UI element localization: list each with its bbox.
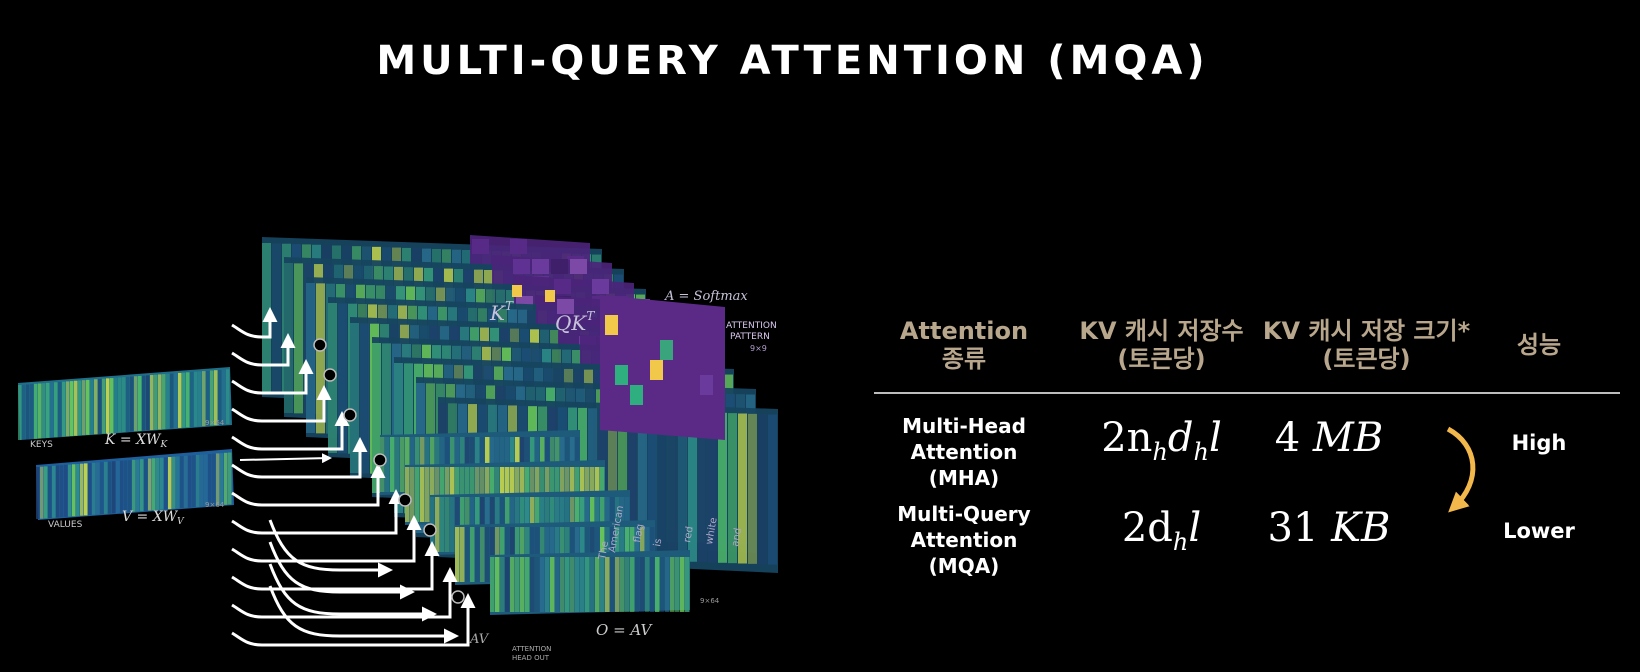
token-label: white [704, 517, 720, 546]
values-matrix: VALUES V = XWV 9×64 [36, 449, 234, 530]
o-label: O = AV [596, 621, 653, 639]
token-label: The [597, 540, 611, 561]
row-performance: High [1511, 431, 1567, 455]
table-row: Multi-Query Attention (MQA) 2dhl 31 KB L… [874, 493, 1620, 578]
row-cache-size: 4 MB [1274, 415, 1384, 461]
keys-formula: K = XWK [104, 432, 168, 450]
attention-comparison-table: Attention 종류 KV 캐시 저장수 (토큰당) KV 캐시 저장 크기… [874, 305, 1620, 578]
pattern-label-2: PATTERN [730, 332, 770, 342]
keys-label: KEYS [30, 440, 53, 450]
row-performance: Lower [1503, 519, 1575, 543]
row-cache-size: 31 KB [1267, 505, 1391, 551]
header-divider [874, 392, 1620, 394]
attention-heads-diagram: KEYS K = XWK 9×64 VALUES V = XWV 9×64 KT… [18, 235, 778, 662]
header-kv-cache-size: KV 캐시 저장 크기* (토큰당) [1262, 317, 1471, 373]
header-attention-type: Attention 종류 [899, 317, 1029, 373]
qkt-label: QKT [555, 309, 595, 335]
values-label: VALUES [48, 520, 83, 530]
keys-dim: 9×64 [205, 419, 225, 427]
header-kv-cache-count: KV 캐시 저장수 (토큰당) [1079, 317, 1244, 373]
o-dim: 9×64 [700, 597, 720, 605]
softmax-label: A = Softmax [664, 289, 748, 304]
token-label: is [652, 538, 664, 548]
token-label: flag [632, 523, 646, 543]
head-stack [262, 235, 778, 615]
row-name: Multi-Head Attention (MHA) [902, 414, 1026, 490]
row-name: Multi-Query Attention (MQA) [897, 502, 1031, 578]
header-performance: 성능 [1516, 331, 1562, 359]
slide-title: MULTI-QUERY ATTENTION (MQA) [376, 38, 1209, 84]
reduction-arrow-icon [1446, 426, 1476, 513]
keys-matrix: KEYS K = XWK 9×64 [18, 367, 232, 450]
kt-label: KT [489, 299, 514, 325]
head-out-label-1: ATTENTION [512, 645, 551, 653]
pattern-dim: 9×9 [750, 344, 767, 353]
values-dim: 9×64 [205, 501, 225, 509]
values-formula: V = XWV [122, 509, 185, 527]
token-label: red [682, 525, 696, 543]
row-formula: 2nhdhl [1101, 415, 1222, 466]
pattern-label-1: ATTENTION [726, 321, 777, 331]
av-label: AV [469, 632, 490, 647]
head-out-label-2: HEAD OUT [512, 654, 550, 662]
table-header: Attention 종류 KV 캐시 저장수 (토큰당) KV 캐시 저장 크기… [874, 305, 1620, 392]
token-label: and [730, 527, 744, 547]
routing-arrows [231, 307, 476, 647]
row-formula: 2dhl [1121, 505, 1202, 556]
table-row: Multi-Head Attention (MHA) 2nhdhl 4 MB H… [874, 405, 1620, 490]
